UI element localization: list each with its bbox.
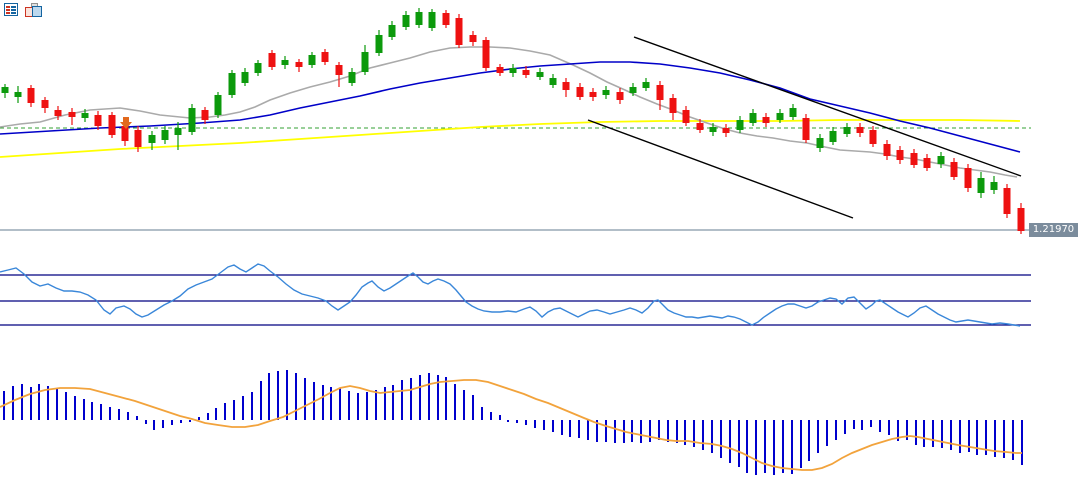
candle-body (254, 63, 262, 73)
oscillator-line (0, 263, 1021, 327)
candle-body (1, 87, 9, 93)
candle-body (482, 40, 490, 68)
candle-body (134, 130, 142, 147)
candle-body (789, 108, 797, 117)
candle-body (682, 110, 690, 123)
candle-body (402, 15, 410, 27)
candle-body (241, 72, 249, 83)
candle-body (883, 144, 891, 156)
candle-body (108, 115, 116, 135)
candle-body (910, 153, 918, 165)
candle-body (536, 72, 544, 77)
signal-marker-down-arrow (120, 117, 132, 129)
candle-body (1003, 188, 1011, 214)
candle-body (375, 35, 383, 53)
table-icon-row (6, 9, 16, 11)
candle-body (869, 130, 877, 144)
macd-histogram (3, 370, 1023, 475)
candle-body (856, 127, 864, 133)
candle-body (188, 108, 196, 132)
candle-body (709, 127, 717, 132)
ma-fast-gray-line (0, 46, 1018, 178)
candle-body (442, 13, 450, 25)
candle-body (415, 12, 423, 25)
candle-body (174, 128, 182, 135)
candle-body (669, 98, 677, 113)
candle-body (321, 52, 329, 62)
candle-body (549, 78, 557, 85)
candle-body (722, 128, 730, 133)
candle-body (522, 70, 530, 75)
candle-body (455, 18, 463, 45)
candle-body (736, 120, 744, 130)
macd-signal-line (0, 379, 1022, 471)
candle-body (94, 115, 102, 126)
save-chart-icon[interactable] (25, 3, 42, 17)
candle-body (964, 168, 972, 188)
candle-body (335, 65, 343, 75)
candle-body (214, 95, 222, 115)
candle-body (1017, 208, 1025, 231)
candle-body (121, 126, 129, 141)
candle-body (388, 25, 396, 37)
candle-body (27, 88, 35, 103)
candle-body (41, 100, 49, 108)
candle-body (161, 130, 169, 140)
candle-body (977, 178, 985, 193)
candles (1, 8, 1025, 234)
candle-body (228, 73, 236, 95)
candle-body (829, 131, 837, 142)
candle-body (509, 68, 517, 73)
oscillator-panel (0, 274, 1031, 326)
candle-body (361, 52, 369, 72)
candle-body (762, 117, 770, 123)
save-icon-blue-page (32, 6, 42, 17)
candle-body (469, 35, 477, 42)
candle-body (295, 62, 303, 67)
table-icon[interactable] (4, 3, 18, 16)
candle-body (428, 12, 436, 28)
candle-body (201, 110, 209, 120)
candle-body (148, 135, 156, 143)
ma-mid-blue-line (0, 61, 1021, 153)
candle-body (990, 182, 998, 190)
candle-body (749, 113, 757, 123)
candle-body (642, 82, 650, 88)
last-price-label: 1.21970 (1029, 223, 1078, 237)
trendline (633, 36, 1022, 177)
candle-body (950, 162, 958, 177)
candle-body (602, 90, 610, 95)
candle-body (348, 72, 356, 83)
candle-body (843, 127, 851, 134)
candle-body (896, 150, 904, 160)
candle-body (14, 92, 22, 97)
table-icon-row (6, 12, 16, 14)
trendline (587, 119, 854, 219)
candle-body (802, 118, 810, 140)
candle-body (589, 92, 597, 97)
candle-body (923, 158, 931, 168)
table-icon-row (6, 6, 16, 8)
candle-body (816, 138, 824, 148)
candle-body (776, 113, 784, 120)
candle-body (937, 156, 945, 164)
candle-body (281, 60, 289, 65)
candle-body (68, 112, 76, 117)
candle-body (616, 92, 624, 100)
candle-body (496, 67, 504, 73)
candle-body (562, 82, 570, 90)
candle-body (696, 123, 704, 130)
candle-body (81, 113, 89, 118)
candle-body (308, 55, 316, 65)
trendlines (587, 36, 1022, 219)
candle-body (629, 87, 637, 93)
candle-body (656, 85, 664, 100)
toolbar (4, 3, 42, 17)
candle-body (54, 110, 62, 116)
candle-body (576, 87, 584, 97)
candle-body (268, 53, 276, 67)
ma-slow-yellow-line (0, 119, 1021, 158)
